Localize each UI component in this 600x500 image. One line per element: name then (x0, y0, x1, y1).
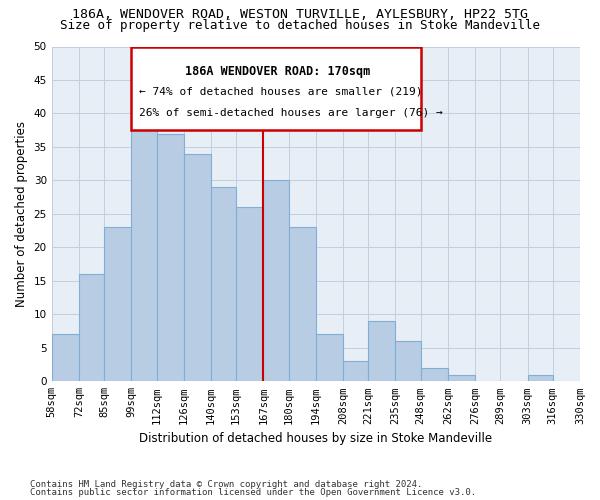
Bar (184, 154, 211, 382)
Bar (79, 274, 104, 382)
Bar (289, 228, 316, 382)
Bar (131, 100, 157, 382)
Bar (527, 374, 553, 382)
Bar (343, 361, 368, 382)
Text: 186A WENDOVER ROAD: 170sqm: 186A WENDOVER ROAD: 170sqm (185, 65, 371, 78)
Bar (236, 207, 263, 382)
Text: ← 74% of detached houses are smaller (219): ← 74% of detached houses are smaller (21… (139, 86, 422, 97)
Bar (316, 334, 343, 382)
FancyBboxPatch shape (131, 46, 421, 130)
Bar (421, 368, 448, 382)
Bar (368, 321, 395, 382)
Text: 26% of semi-detached houses are larger (76) →: 26% of semi-detached houses are larger (… (139, 108, 443, 118)
Y-axis label: Number of detached properties: Number of detached properties (15, 121, 28, 307)
Text: 186A, WENDOVER ROAD, WESTON TURVILLE, AYLESBURY, HP22 5TG: 186A, WENDOVER ROAD, WESTON TURVILLE, AY… (72, 8, 528, 20)
Text: Size of property relative to detached houses in Stoke Mandeville: Size of property relative to detached ho… (60, 19, 540, 32)
Bar (580, 374, 600, 382)
Bar (211, 187, 236, 382)
Text: Contains HM Land Registry data © Crown copyright and database right 2024.: Contains HM Land Registry data © Crown c… (30, 480, 422, 489)
Bar (395, 341, 421, 382)
Bar (52, 334, 79, 382)
Text: Contains public sector information licensed under the Open Government Licence v3: Contains public sector information licen… (30, 488, 476, 497)
Bar (104, 228, 131, 382)
Bar (157, 134, 184, 382)
Bar (448, 374, 475, 382)
X-axis label: Distribution of detached houses by size in Stoke Mandeville: Distribution of detached houses by size … (139, 432, 493, 445)
Bar (263, 180, 289, 382)
